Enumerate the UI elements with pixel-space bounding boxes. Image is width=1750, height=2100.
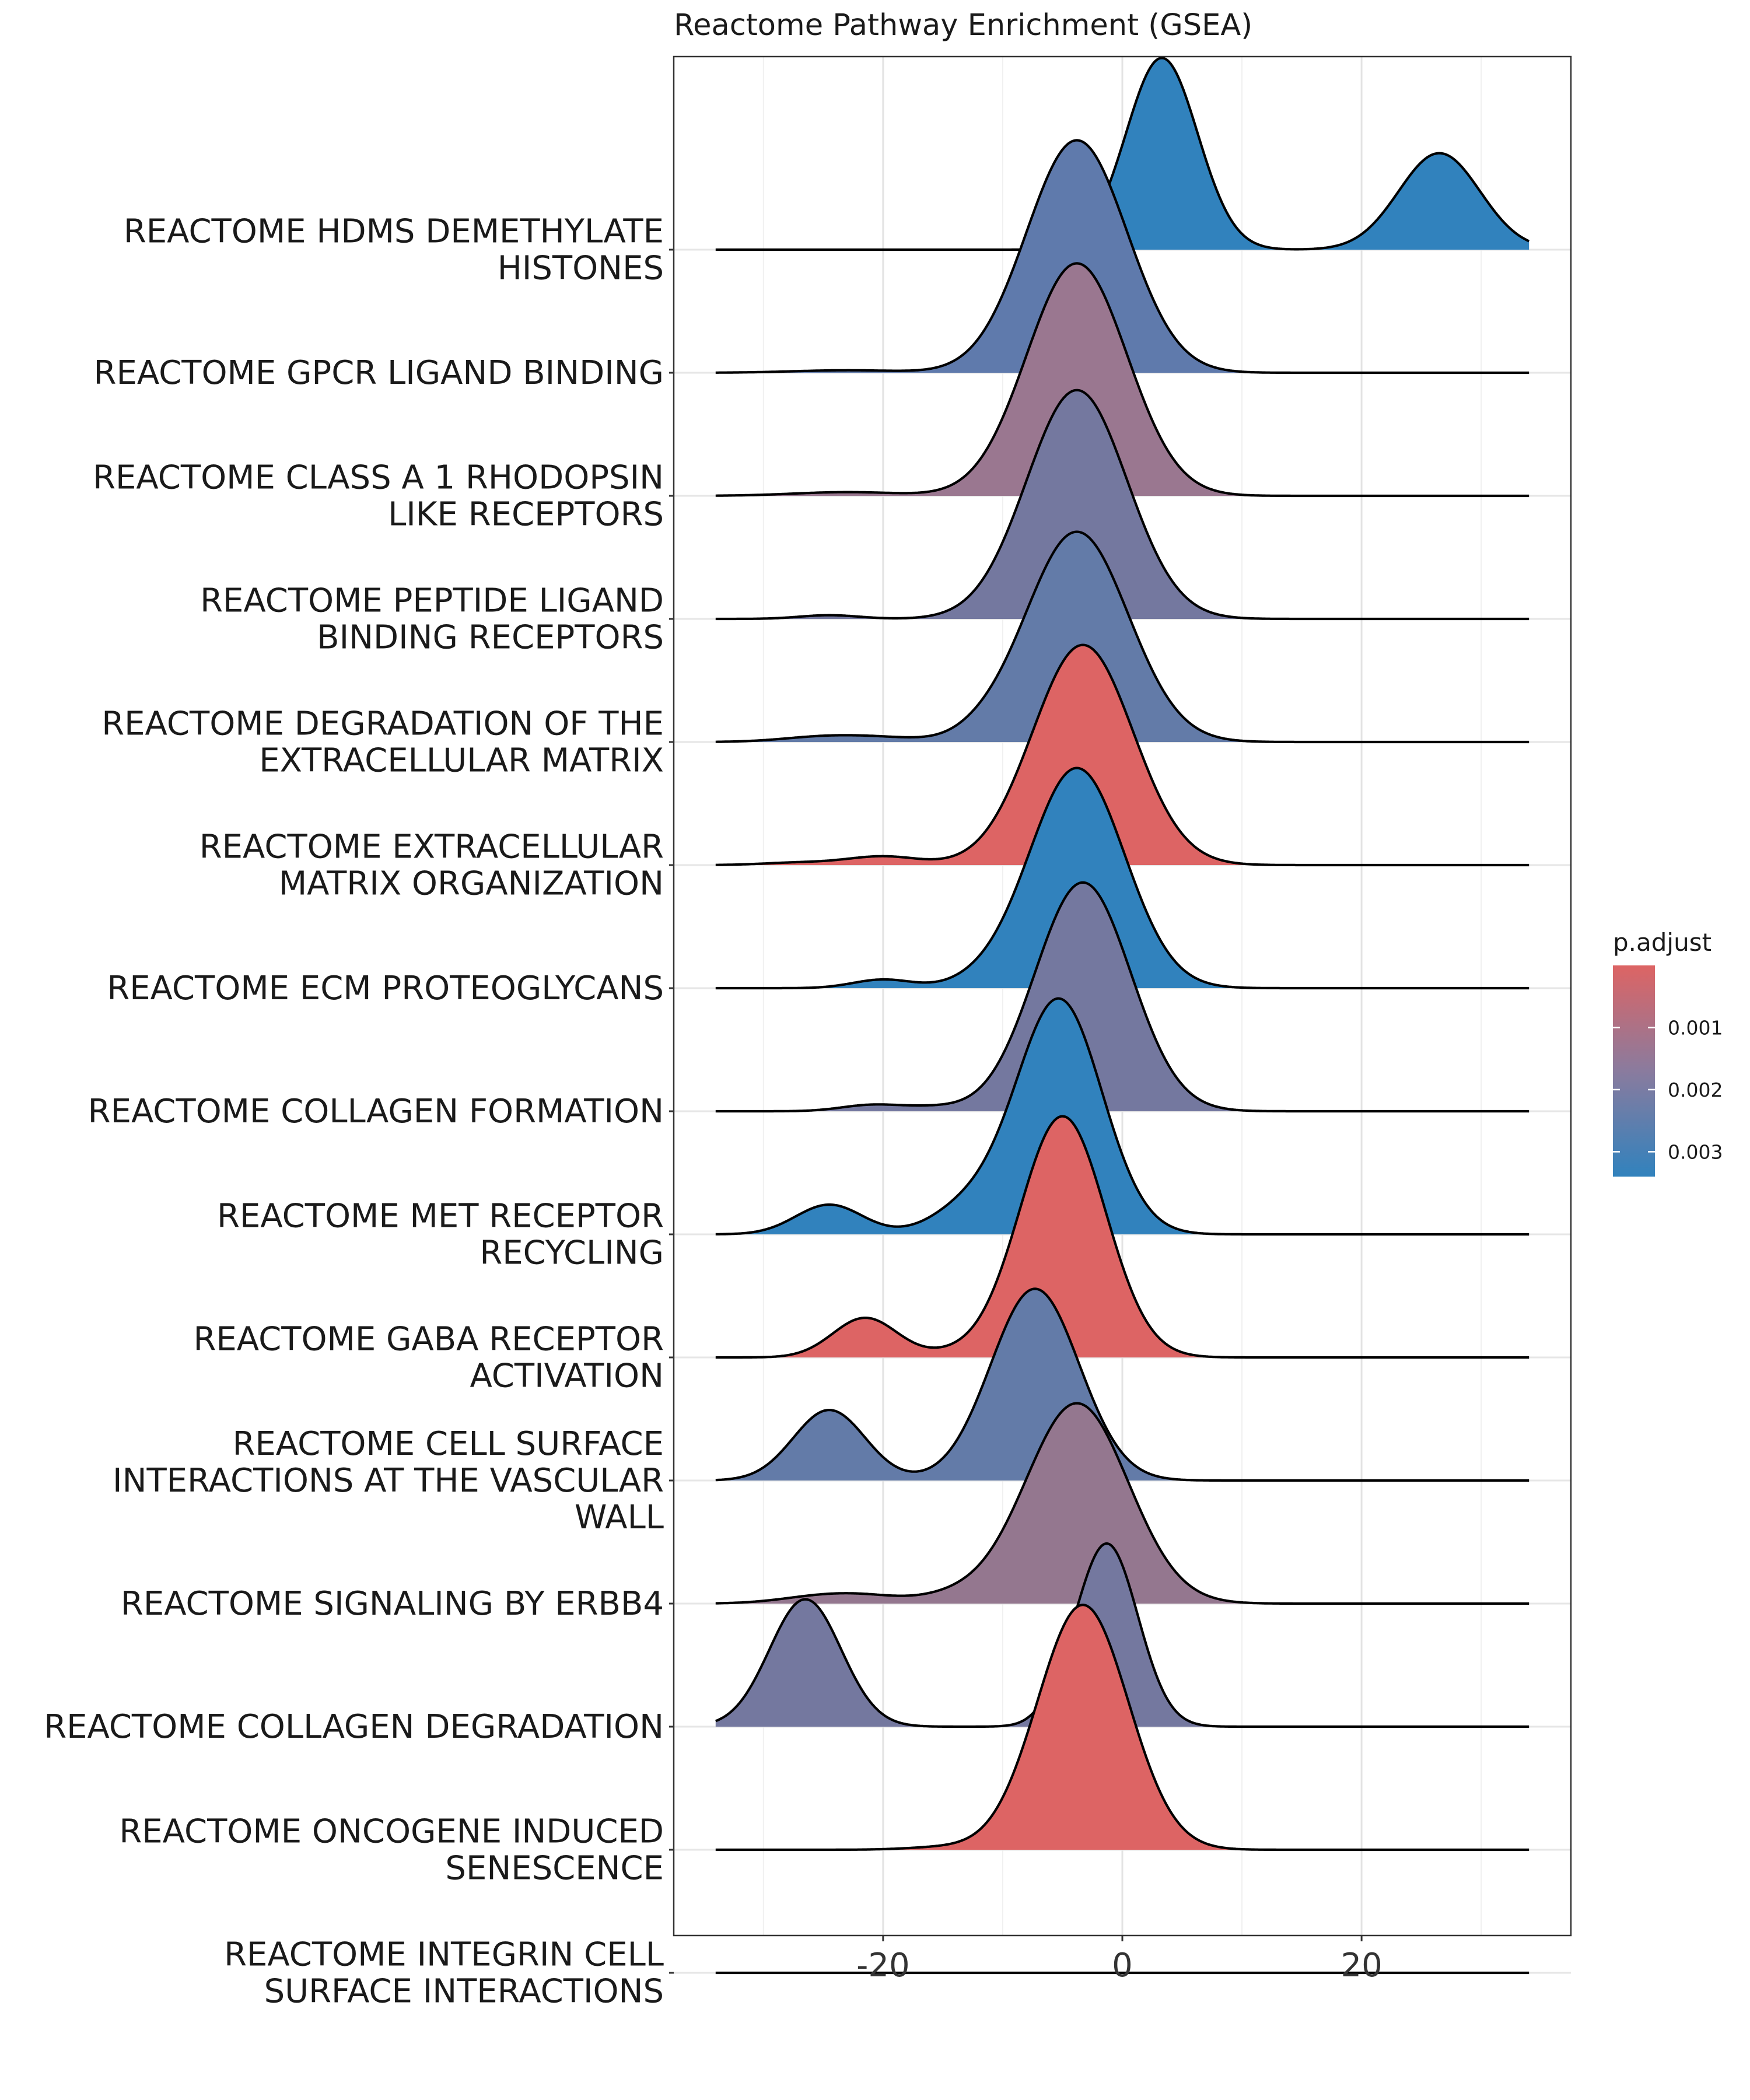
y-tick-label-line: REACTOME CLASS A 1 RHODOPSIN [93,459,664,497]
legend-title: p.adjust [1613,928,1712,957]
y-tick-label-line: LIKE RECEPTORS [388,496,664,534]
ridge-outline [715,262,1530,498]
ridge-area [715,263,1530,496]
y-tick-label-line: EXTRACELLULAR MATRIX [259,742,664,780]
ridge-outline [715,388,1530,621]
ridge-area [715,390,1530,619]
ridge-area [715,1116,1530,1357]
ridge-outline [715,139,1530,374]
ridge-area [715,1605,1530,1850]
ridge-outline [715,530,1530,744]
x-tick-label: 20 [1341,1947,1382,1985]
ridge-outline [715,57,1530,251]
y-tick-label-line: REACTOME DEGRADATION OF THE [102,705,664,743]
ridge-area [715,768,1530,988]
y-tick-label: REACTOME DEGRADATION OF THE EXTRACELLULAR… [102,705,664,780]
y-tick-label: REACTOME ONCOGENE INDUCED SENESCENCE [119,1813,664,1888]
y-tick-label: REACTOME GPCR LIGAND BINDING [94,354,664,392]
y-axis-labels: REACTOME HDMS DEMETHYLATE HISTONESREACTOM… [44,213,674,2011]
y-tick-label-line: REACTOME HDMS DEMETHYLATE [124,213,664,251]
y-tick-label: REACTOME CELL SURFACE INTERACTIONS AT THE… [113,1425,664,1536]
y-tick-label: REACTOME SIGNALING BY ERBB4 [121,1585,664,1623]
y-tick-label: REACTOME COLLAGEN DEGRADATION [44,1708,664,1746]
ridge-outline [715,997,1530,1236]
legend-colorbar [1613,965,1655,1177]
y-tick-label-line: HISTONES [498,250,664,288]
y-tick-label: REACTOME GABA RECEPTOR ACTIVATION [194,1321,664,1395]
x-tick-label: 0 [1112,1947,1133,1985]
ridge-outline [715,766,1530,990]
ridge-area [715,1403,1530,1604]
ridge-outline [715,1542,1530,1728]
chart-title: Reactome Pathway Enrichment (GSEA) [674,8,1252,43]
ridges-layer [715,57,1530,1975]
y-tick-label: REACTOME MET RECEPTOR RECYCLING [217,1198,664,1272]
ridge-area [715,1289,1530,1480]
ridge-outline [715,1115,1530,1359]
ridge-outline [715,1287,1530,1482]
y-tick-label-line: REACTOME COLLAGEN DEGRADATION [44,1708,664,1746]
ridge-area [715,1544,1530,1727]
y-tick-label-line: INTERACTIONS AT THE VASCULAR [113,1462,664,1500]
ridge-outline [715,643,1530,867]
y-tick-label-line: REACTOME ONCOGENE INDUCED [119,1813,664,1851]
y-tick-label-line: REACTOME INTEGRIN CELL [224,1936,664,1974]
ridge-area [715,998,1530,1234]
y-tick-label-line: REACTOME COLLAGEN FORMATION [88,1093,664,1130]
y-tick-label: REACTOME CLASS A 1 RHODOPSIN LIKE RECEPTO… [93,459,664,534]
y-tick-label: REACTOME COLLAGEN FORMATION [88,1093,664,1130]
x-axis: -20 0 20 [856,1936,1382,1985]
ridge-area [715,531,1530,742]
y-tick-label: REACTOME INTEGRIN CELL SURFACE INTERACTIO… [224,1936,664,2011]
y-tick-label-line: REACTOME GABA RECEPTOR [194,1321,664,1359]
y-tick-label: REACTOME PEPTIDE LIGAND BINDING RECEPTORS [200,582,664,657]
ridge-outline [715,1402,1530,1605]
y-tick-label-line: RECYCLING [480,1234,664,1272]
x-tick-label: -20 [856,1947,909,1985]
y-tick-label: REACTOME EXTRACELLULAR MATRIX ORGANIZATIO… [200,828,664,903]
ridge-area [715,58,1530,250]
y-tick-label-line: REACTOME PEPTIDE LIGAND [200,582,664,620]
legend-tick-label: 0.002 [1668,1079,1723,1101]
y-tick-label-line: BINDING RECEPTORS [317,619,664,657]
ridge-area [715,140,1530,373]
y-tick-label-line: ACTIVATION [470,1357,664,1395]
y-tick-label-line: REACTOME EXTRACELLULAR [200,828,664,866]
legend-tick-label: 0.001 [1668,1016,1723,1039]
y-tick-label-line: MATRIX ORGANIZATION [279,865,664,903]
ridge-outline [715,1604,1530,1852]
y-tick-label-line: REACTOME SIGNALING BY ERBB4 [121,1585,664,1623]
ridge-area [715,882,1530,1111]
legend-tick-label: 0.003 [1668,1140,1723,1163]
y-tick-label-line: SENESCENCE [445,1850,664,1888]
y-tick-label-line: REACTOME ECM PROTEOGLYCANS [107,970,664,1007]
y-tick-label-line: REACTOME CELL SURFACE [232,1425,664,1463]
color-legend: p.adjust 0.001 0.002 0.003 [1613,928,1723,1177]
y-tick-label-line: REACTOME GPCR LIGAND BINDING [94,354,664,392]
y-tick-label-line: WALL [575,1499,664,1536]
y-tick-label-line: SURFACE INTERACTIONS [264,1973,664,2011]
y-tick-label-line: REACTOME MET RECEPTOR [217,1198,664,1236]
ridge-outline [715,881,1530,1113]
y-tick-label: REACTOME ECM PROTEOGLYCANS [107,970,664,1007]
y-tick-label: REACTOME HDMS DEMETHYLATE HISTONES [124,213,664,288]
ridge-area [715,645,1530,865]
